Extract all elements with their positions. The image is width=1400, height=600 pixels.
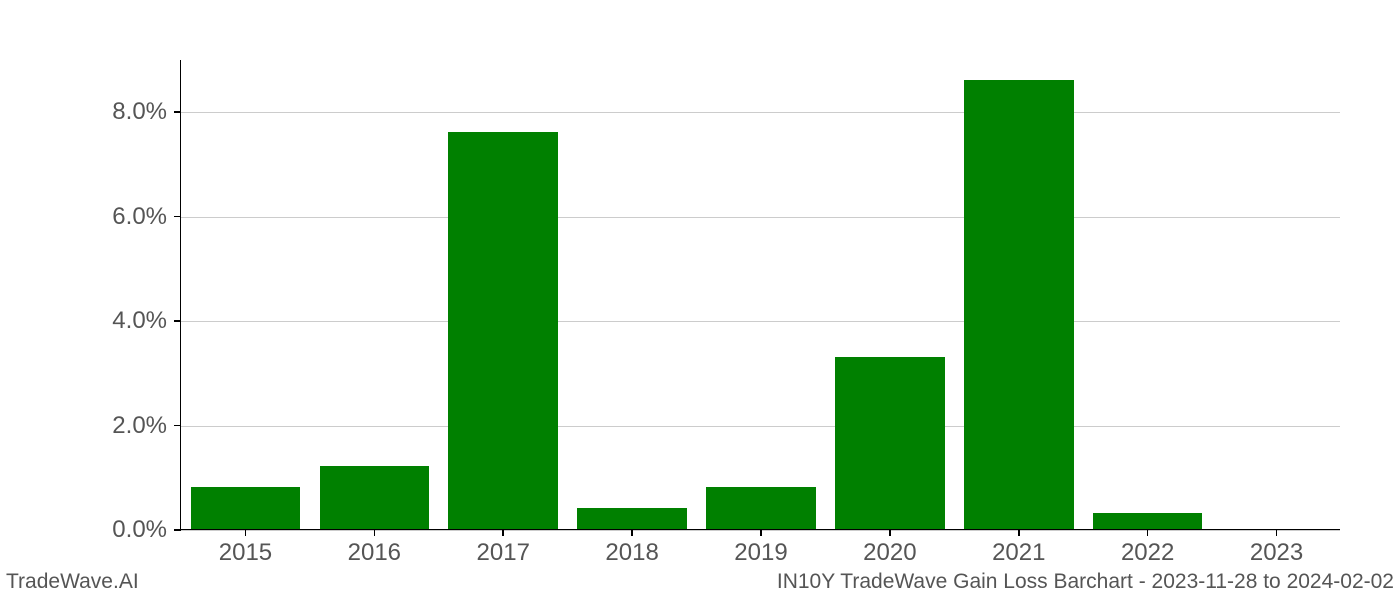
y-tick-mark bbox=[174, 216, 181, 218]
bar bbox=[577, 508, 687, 529]
bar-chart: 0.0%2.0%4.0%6.0%8.0%20152016201720182019… bbox=[180, 60, 1340, 530]
y-tick-label: 4.0% bbox=[112, 307, 167, 335]
y-gridline bbox=[181, 426, 1340, 427]
y-tick-mark bbox=[174, 111, 181, 113]
bar bbox=[835, 357, 945, 529]
x-tick-label: 2017 bbox=[477, 539, 530, 567]
x-tick-mark bbox=[374, 529, 376, 536]
x-tick-mark bbox=[1147, 529, 1149, 536]
x-tick-label: 2018 bbox=[605, 539, 658, 567]
x-tick-mark bbox=[1276, 529, 1278, 536]
bar bbox=[1093, 513, 1203, 529]
x-tick-mark bbox=[502, 529, 504, 536]
bar bbox=[320, 466, 430, 529]
y-tick-mark bbox=[174, 320, 181, 322]
y-tick-mark bbox=[174, 425, 181, 427]
x-tick-label: 2016 bbox=[348, 539, 401, 567]
bar bbox=[191, 487, 301, 529]
x-tick-mark bbox=[760, 529, 762, 536]
x-tick-mark bbox=[1018, 529, 1020, 536]
y-gridline bbox=[181, 321, 1340, 322]
x-tick-label: 2019 bbox=[734, 539, 787, 567]
y-tick-label: 8.0% bbox=[112, 98, 167, 126]
footer-left-text: TradeWave.AI bbox=[6, 570, 139, 594]
x-tick-label: 2023 bbox=[1250, 539, 1303, 567]
x-tick-mark bbox=[889, 529, 891, 536]
bar bbox=[448, 132, 558, 529]
x-tick-label: 2015 bbox=[219, 539, 272, 567]
bar bbox=[706, 487, 816, 529]
plot-area: 0.0%2.0%4.0%6.0%8.0%20152016201720182019… bbox=[180, 60, 1340, 530]
x-tick-label: 2020 bbox=[863, 539, 916, 567]
bar bbox=[964, 80, 1074, 529]
footer-right-text: IN10Y TradeWave Gain Loss Barchart - 202… bbox=[777, 570, 1394, 594]
y-tick-label: 2.0% bbox=[112, 412, 167, 440]
y-tick-mark bbox=[174, 529, 181, 531]
y-gridline bbox=[181, 112, 1340, 113]
x-tick-mark bbox=[245, 529, 247, 536]
x-tick-label: 2021 bbox=[992, 539, 1045, 567]
x-tick-mark bbox=[631, 529, 633, 536]
y-tick-label: 0.0% bbox=[112, 516, 167, 544]
x-tick-label: 2022 bbox=[1121, 539, 1174, 567]
y-tick-label: 6.0% bbox=[112, 203, 167, 231]
y-gridline bbox=[181, 217, 1340, 218]
